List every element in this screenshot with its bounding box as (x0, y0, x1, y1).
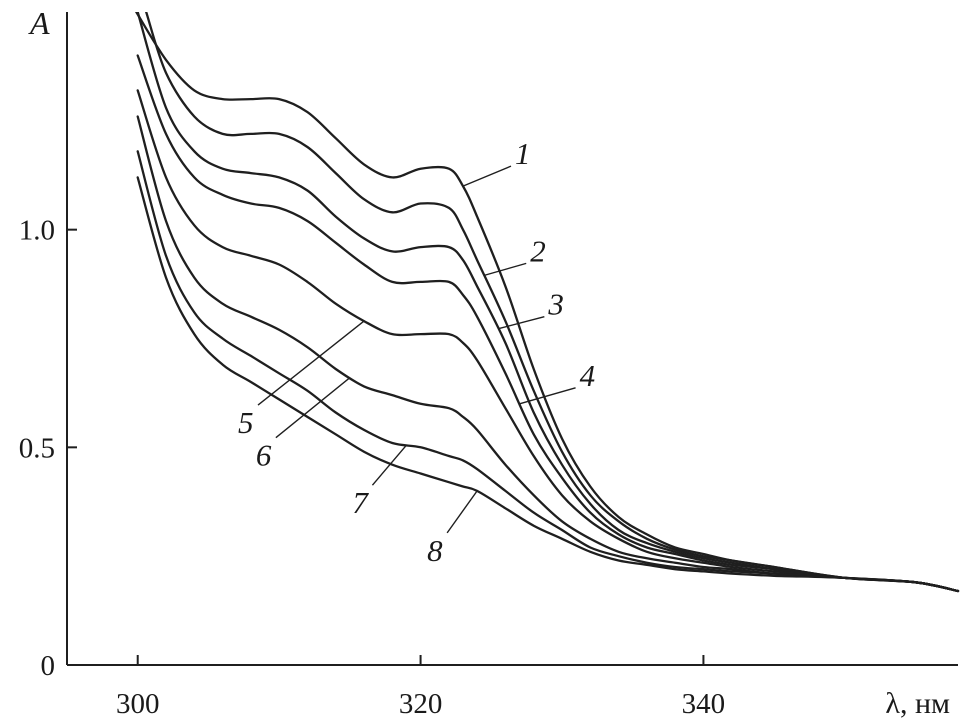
x-tick-label: 340 (682, 688, 726, 720)
curve-label-7: 7 (352, 485, 369, 520)
series-line-1 (135, 12, 960, 593)
series-line-8 (136, 176, 960, 593)
y-tick-label: 0 (41, 650, 56, 682)
ticks: 300 320 340 0 0.5 1.0 (19, 215, 725, 720)
x-tick-label: 320 (399, 688, 443, 720)
x-axis-label: λ, нм (885, 687, 950, 720)
series-line-4 (136, 54, 960, 593)
series-line-2 (145, 12, 960, 593)
curve-labels: 1 23 4 56 7 8 (238, 136, 595, 568)
series-line-7 (136, 150, 960, 593)
curve-label-leader-2 (484, 262, 527, 277)
curves (135, 12, 960, 593)
curve-label-leader-7 (371, 444, 407, 486)
curve-label-leader-5 (257, 320, 365, 406)
axes (66, 12, 958, 666)
series-line-6 (136, 115, 960, 593)
curve-label-leader-6 (275, 377, 351, 439)
y-axis-label: A (28, 5, 50, 41)
curve-label-5: 5 (238, 405, 254, 440)
curve-label-leader-1 (462, 165, 512, 187)
curve-label-3: 3 (547, 287, 564, 322)
curve-label-8: 8 (427, 533, 443, 568)
y-tick-label: 1.0 (19, 215, 55, 247)
curve-label-leader-3 (498, 316, 545, 330)
series-line-3 (136, 12, 960, 593)
curve-label-leader-8 (446, 490, 478, 534)
curve-label-4: 4 (580, 358, 596, 393)
curve-label-1: 1 (515, 136, 531, 171)
series-line-5 (136, 89, 960, 593)
y-tick-label: 0.5 (19, 432, 55, 464)
curve-label-6: 6 (256, 438, 272, 473)
x-tick-label: 300 (116, 688, 160, 720)
curve-label-2: 2 (530, 233, 546, 268)
curve-label-leader-4 (519, 387, 576, 405)
